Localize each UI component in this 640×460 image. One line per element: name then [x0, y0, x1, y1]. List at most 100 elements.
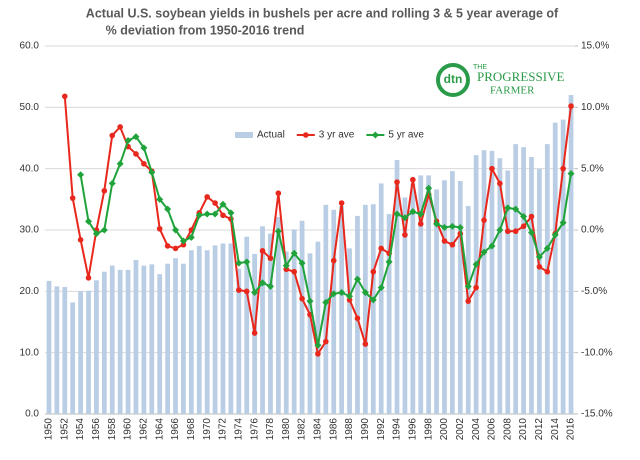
marker — [385, 258, 393, 266]
marker — [315, 351, 321, 357]
marker — [567, 170, 575, 178]
marker — [282, 262, 290, 270]
x-tick-label: 1950 — [44, 418, 55, 441]
marker — [314, 341, 322, 349]
marker — [101, 187, 108, 194]
x-tick-label: 1968 — [186, 418, 197, 441]
bar — [244, 236, 250, 414]
bar — [125, 269, 131, 414]
bar — [275, 217, 281, 414]
marker — [227, 209, 235, 217]
x-tick-label: 1980 — [281, 418, 292, 441]
bar — [497, 158, 503, 414]
marker — [212, 200, 218, 206]
bar — [331, 209, 337, 414]
marker — [108, 179, 116, 187]
marker — [425, 184, 433, 192]
marker — [92, 230, 100, 238]
marker — [124, 136, 132, 144]
marker — [369, 296, 377, 304]
marker — [251, 330, 258, 336]
marker — [290, 249, 298, 257]
bar — [418, 175, 424, 414]
bar — [149, 264, 155, 414]
logo-ring — [436, 63, 470, 97]
marker — [179, 237, 187, 245]
bar — [181, 263, 186, 414]
marker — [172, 245, 179, 252]
marker — [259, 279, 267, 287]
marker — [164, 205, 172, 213]
marker — [520, 223, 527, 230]
logo-text: PROGRESSIVE — [477, 69, 564, 84]
marker — [536, 264, 543, 270]
marker — [456, 224, 464, 232]
bar — [86, 290, 91, 414]
bar — [410, 183, 416, 414]
marker — [77, 237, 84, 243]
marker — [464, 282, 472, 290]
marker — [132, 133, 140, 141]
marker — [243, 288, 250, 295]
bar — [355, 215, 360, 414]
x-tick-label: 1952 — [59, 418, 70, 441]
bar — [117, 269, 123, 414]
x-tick-label: 1990 — [360, 418, 371, 441]
bar — [339, 206, 345, 414]
bar — [457, 180, 463, 414]
marker — [394, 179, 400, 185]
x-tick-label: 2008 — [502, 418, 513, 441]
bar — [521, 147, 526, 414]
bar — [378, 183, 384, 414]
legend-swatch — [302, 132, 309, 138]
marker — [211, 210, 219, 218]
bar — [505, 170, 511, 414]
y2-tick-label: -15.0% — [581, 409, 613, 420]
x-tick-label: 2014 — [550, 418, 561, 441]
bar — [70, 302, 76, 414]
marker — [219, 200, 227, 208]
marker — [330, 257, 337, 264]
marker — [535, 253, 543, 261]
marker — [410, 176, 416, 183]
x-tick-label: 1998 — [423, 418, 434, 441]
bar — [442, 180, 447, 414]
bar — [347, 248, 352, 414]
logo-mark: dtn — [444, 72, 463, 86]
marker — [504, 228, 511, 235]
marker — [433, 220, 441, 228]
marker — [251, 289, 259, 297]
bar — [94, 280, 99, 414]
marker — [473, 284, 479, 291]
y2-tick-label: 15.0% — [581, 41, 609, 52]
bar — [465, 206, 471, 414]
logo-text: FARMER — [490, 85, 535, 97]
marker — [275, 190, 282, 196]
marker — [489, 165, 495, 172]
bar — [426, 175, 432, 414]
x-tick-label: 1986 — [328, 418, 339, 441]
marker — [361, 289, 369, 297]
legend-swatch — [371, 131, 379, 139]
bar — [402, 197, 408, 414]
y-tick-label: 40.0 — [20, 163, 40, 174]
bar — [307, 253, 313, 414]
marker — [267, 255, 274, 262]
marker — [236, 287, 242, 293]
marker — [472, 260, 480, 268]
bar — [78, 291, 83, 414]
y-tick-label: 20.0 — [20, 286, 40, 297]
bar — [212, 245, 218, 414]
bar — [537, 168, 542, 414]
marker — [409, 208, 417, 216]
marker — [441, 238, 448, 244]
x-tick-label: 1984 — [313, 418, 324, 441]
marker — [481, 217, 487, 223]
marker — [116, 160, 124, 168]
marker — [378, 245, 384, 252]
marker — [449, 241, 456, 248]
bar — [133, 260, 139, 414]
marker — [370, 268, 377, 275]
marker — [323, 338, 329, 345]
